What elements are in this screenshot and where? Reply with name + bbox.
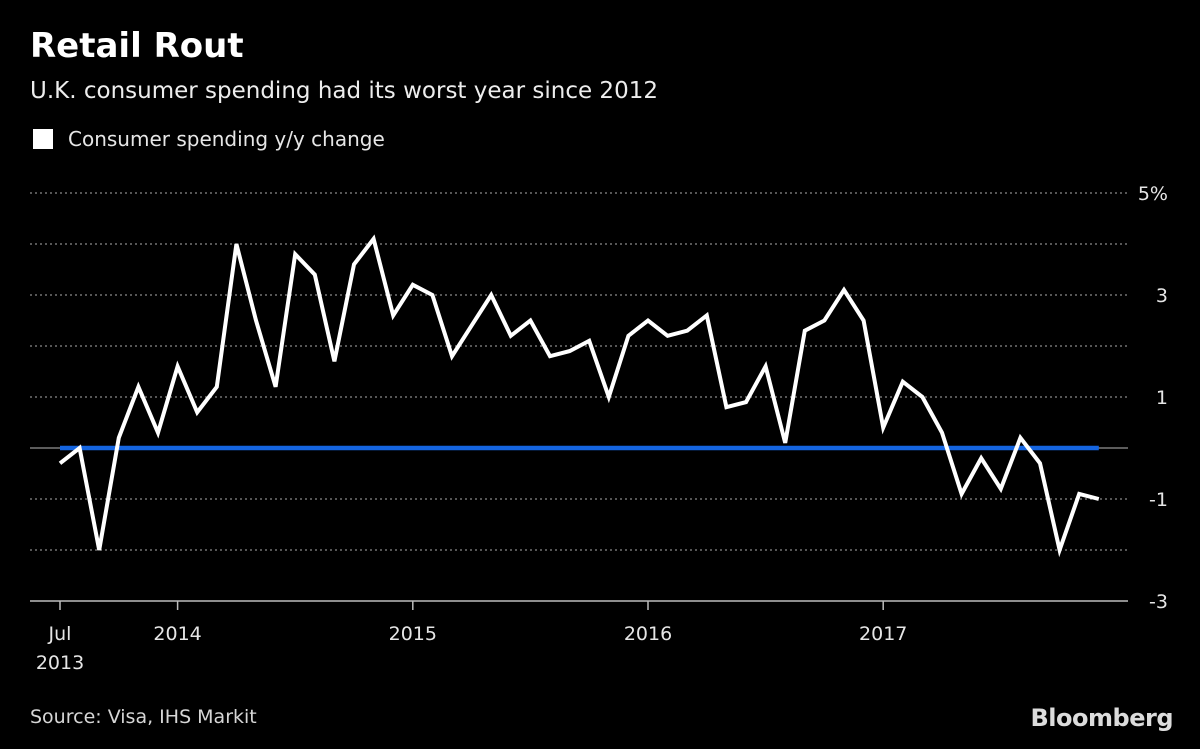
data-point xyxy=(862,319,866,323)
y-tick-label: 5% xyxy=(1138,183,1168,205)
data-point xyxy=(920,395,924,399)
data-point xyxy=(803,329,807,333)
data-point xyxy=(372,237,376,241)
data-point xyxy=(234,242,238,246)
data-point xyxy=(528,319,532,323)
x-tick-label: Jul xyxy=(48,623,72,645)
data-point xyxy=(97,548,101,552)
data-point xyxy=(176,364,180,368)
data-point xyxy=(352,262,356,266)
data-point xyxy=(979,456,983,460)
data-point xyxy=(1018,436,1022,440)
data-point xyxy=(1038,461,1042,465)
data-point xyxy=(450,354,454,358)
data-point xyxy=(881,426,885,430)
data-point xyxy=(156,431,160,435)
x-tick-label: 2013 xyxy=(36,652,84,674)
data-point xyxy=(391,313,395,317)
data-point xyxy=(136,385,140,389)
x-tick-label: 2017 xyxy=(859,623,907,645)
data-point xyxy=(901,380,905,384)
data-point xyxy=(724,405,728,409)
data-point xyxy=(607,395,611,399)
data-point xyxy=(842,288,846,292)
data-point xyxy=(666,334,670,338)
data-point xyxy=(215,385,219,389)
data-point xyxy=(411,283,415,287)
x-tick-label: 2014 xyxy=(153,623,201,645)
data-point xyxy=(626,334,630,338)
chart-title: Retail Rout xyxy=(30,26,244,66)
y-tick-label: -3 xyxy=(1149,591,1168,613)
chart-subtitle: U.K. consumer spending had its worst yea… xyxy=(30,78,658,104)
data-point xyxy=(1058,548,1062,552)
data-point xyxy=(274,385,278,389)
data-point xyxy=(1077,492,1081,496)
series-line-consumer-spending xyxy=(58,234,1100,558)
y-tick-label: 1 xyxy=(1156,387,1168,409)
bloomberg-logo: Bloomberg xyxy=(1030,704,1174,732)
x-tick-label: 2016 xyxy=(624,623,672,645)
data-point xyxy=(587,339,591,343)
source-note: Source: Visa, IHS Markit xyxy=(30,706,257,728)
x-tick-label: 2015 xyxy=(389,623,437,645)
data-point xyxy=(744,400,748,404)
data-point xyxy=(470,324,474,328)
data-point xyxy=(332,359,336,363)
data-point xyxy=(705,313,709,317)
data-point xyxy=(489,293,493,297)
data-point xyxy=(254,319,258,323)
data-point xyxy=(783,441,787,445)
data-point xyxy=(685,329,689,333)
data-point xyxy=(293,252,297,256)
data-point xyxy=(822,319,826,323)
data-point xyxy=(646,319,650,323)
data-point xyxy=(960,492,964,496)
data-point xyxy=(117,436,121,440)
data-point xyxy=(78,446,82,450)
legend-label: Consumer spending y/y change xyxy=(68,127,385,151)
data-point xyxy=(940,431,944,435)
legend: Consumer spending y/y change xyxy=(33,127,385,151)
data-point xyxy=(1097,497,1101,501)
data-point xyxy=(313,273,317,277)
data-point xyxy=(58,461,62,465)
data-point xyxy=(430,293,434,297)
y-tick-label: 3 xyxy=(1156,285,1168,307)
legend-swatch xyxy=(33,129,53,149)
data-point xyxy=(548,354,552,358)
y-tick-label: -1 xyxy=(1149,489,1168,511)
data-point xyxy=(568,349,572,353)
data-point xyxy=(999,487,1003,491)
data-point xyxy=(509,334,513,338)
data-point xyxy=(764,364,768,368)
data-point xyxy=(195,410,199,414)
